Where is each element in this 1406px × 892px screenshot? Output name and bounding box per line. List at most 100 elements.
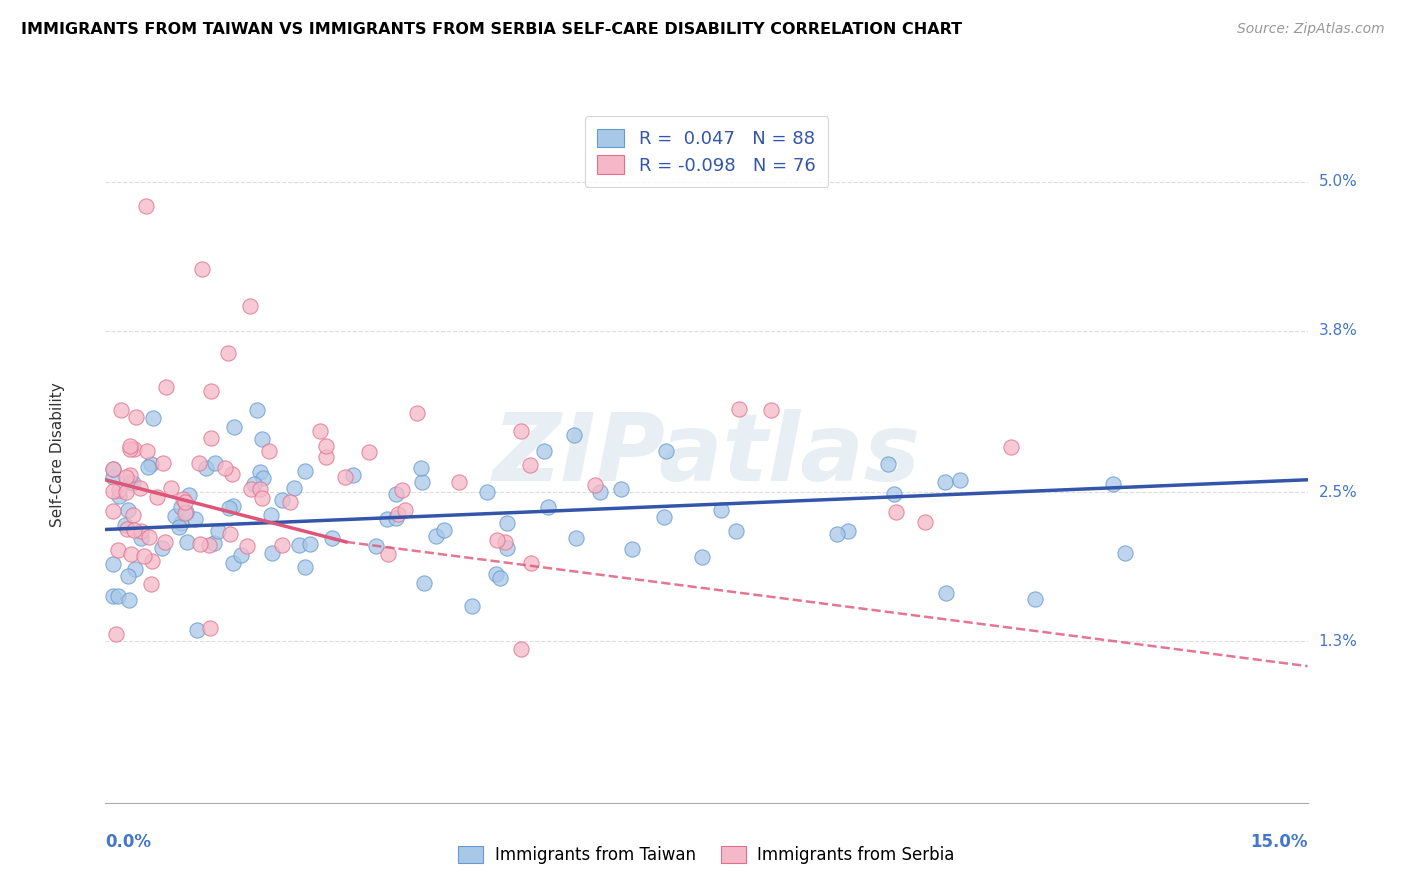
Point xyxy=(198,621,221,635)
Point xyxy=(141,554,163,568)
Point xyxy=(257,444,280,458)
Point xyxy=(120,440,142,454)
Point xyxy=(510,642,533,657)
Point xyxy=(935,586,957,600)
Point xyxy=(105,627,128,641)
Point xyxy=(122,524,145,538)
Point xyxy=(141,577,163,591)
Point xyxy=(118,468,141,483)
Point xyxy=(406,406,429,420)
Text: 1.3%: 1.3% xyxy=(1319,634,1358,648)
Point xyxy=(321,531,343,545)
Point xyxy=(129,524,152,538)
Point xyxy=(152,541,174,555)
Point xyxy=(315,450,337,465)
Point xyxy=(246,402,269,417)
Point xyxy=(886,505,908,519)
Point xyxy=(155,380,177,394)
Point xyxy=(1114,546,1136,560)
Point xyxy=(170,516,193,531)
Point xyxy=(394,503,416,517)
Point xyxy=(217,346,239,360)
Point xyxy=(914,516,936,530)
Point xyxy=(385,511,408,525)
Point xyxy=(335,470,357,484)
Point xyxy=(260,508,283,522)
Point xyxy=(186,623,208,637)
Point xyxy=(496,516,519,531)
Point xyxy=(110,403,132,417)
Point xyxy=(218,501,240,516)
Point xyxy=(710,503,733,517)
Point xyxy=(200,431,222,445)
Point xyxy=(283,481,305,495)
Point xyxy=(115,522,138,536)
Point xyxy=(103,462,125,476)
Point xyxy=(375,511,398,525)
Point xyxy=(221,467,243,482)
Point xyxy=(207,524,229,538)
Point xyxy=(934,475,956,489)
Point xyxy=(115,484,138,499)
Point xyxy=(610,482,633,496)
Point xyxy=(533,444,555,458)
Point xyxy=(131,531,153,545)
Point xyxy=(252,471,274,485)
Point xyxy=(761,403,783,417)
Point xyxy=(377,547,399,561)
Point xyxy=(214,461,236,475)
Point xyxy=(690,550,713,565)
Point xyxy=(141,457,163,471)
Text: 5.0%: 5.0% xyxy=(1319,174,1357,189)
Point xyxy=(837,524,859,538)
Point xyxy=(145,490,167,504)
Point xyxy=(877,457,900,471)
Text: ZIPatlas: ZIPatlas xyxy=(492,409,921,501)
Point xyxy=(153,535,176,549)
Point xyxy=(122,476,145,491)
Point xyxy=(564,532,586,546)
Text: 0.0%: 0.0% xyxy=(105,833,152,851)
Point xyxy=(724,524,747,538)
Point xyxy=(1024,591,1046,606)
Point xyxy=(190,261,212,276)
Point xyxy=(115,470,138,484)
Point xyxy=(132,549,155,563)
Point xyxy=(271,538,294,552)
Point xyxy=(198,537,221,551)
Point xyxy=(135,199,157,213)
Text: 15.0%: 15.0% xyxy=(1250,833,1308,851)
Point xyxy=(222,500,245,514)
Point xyxy=(270,492,292,507)
Point xyxy=(108,489,131,503)
Point xyxy=(122,508,145,523)
Point xyxy=(827,527,849,541)
Point xyxy=(122,442,145,456)
Point xyxy=(124,561,146,575)
Point xyxy=(202,535,225,549)
Point xyxy=(1000,440,1022,454)
Point xyxy=(117,503,139,517)
Point xyxy=(170,500,193,514)
Point xyxy=(495,541,517,555)
Point xyxy=(114,517,136,532)
Point xyxy=(299,536,322,550)
Point xyxy=(118,592,141,607)
Point xyxy=(278,495,301,509)
Point xyxy=(621,541,644,556)
Point xyxy=(239,299,262,313)
Point xyxy=(366,540,388,554)
Point xyxy=(103,470,125,484)
Point xyxy=(103,557,125,571)
Point xyxy=(188,456,211,470)
Point xyxy=(177,488,200,502)
Point xyxy=(172,491,194,506)
Point xyxy=(176,505,198,519)
Point xyxy=(152,456,174,470)
Point xyxy=(949,473,972,487)
Point xyxy=(425,529,447,543)
Point xyxy=(135,444,157,458)
Point xyxy=(583,478,606,492)
Point xyxy=(107,483,129,497)
Point xyxy=(129,481,152,495)
